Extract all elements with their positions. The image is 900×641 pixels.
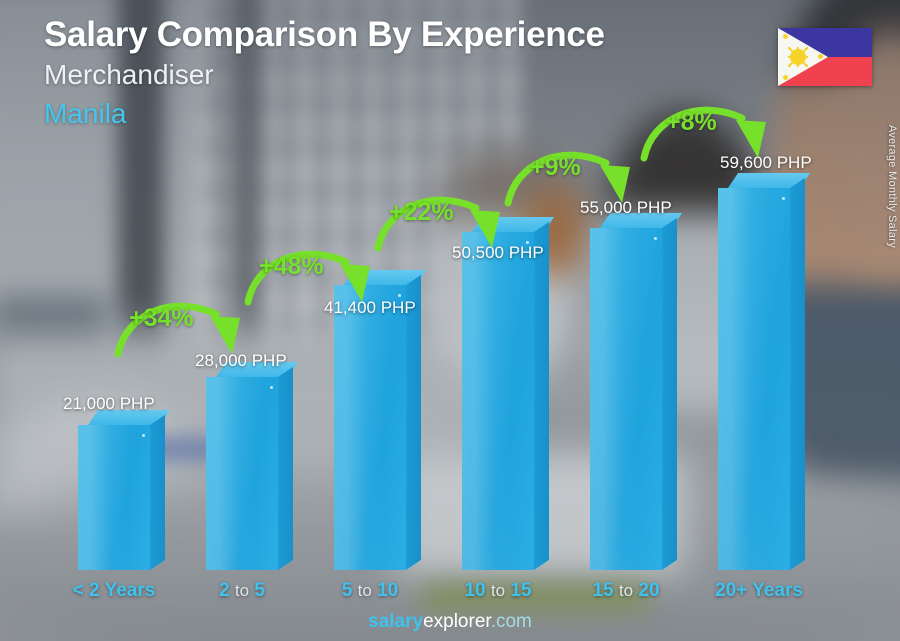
growth-percent-1: +48%: [259, 252, 324, 280]
x-axis-label-0: < 2 Years: [52, 580, 176, 602]
x-label-mid-2: to: [357, 581, 372, 600]
brand-salary: salary: [368, 611, 424, 632]
x-label-pre-4: 15: [592, 580, 614, 601]
growth-percent-0: +34%: [129, 304, 194, 332]
x-label-pre-1: 2: [219, 580, 230, 601]
growth-percent-2: +22%: [389, 198, 454, 226]
footer-brand[interactable]: salaryexplorer.com: [0, 611, 900, 633]
x-label-pre-0: < 2 Years: [72, 580, 156, 601]
x-label-post-4: 20: [638, 580, 660, 601]
philippines-flag-icon: [778, 28, 872, 86]
x-label-post-1: 5: [254, 580, 265, 601]
x-axis-label-3: 10 to 15: [436, 580, 560, 602]
growth-percent-3: +9%: [530, 153, 581, 181]
x-label-pre-3: 10: [464, 580, 486, 601]
growth-arrow-4: +8%: [638, 96, 788, 166]
growth-arrow-2: +22%: [372, 186, 522, 256]
page-title: Salary Comparison By Experience: [44, 15, 605, 54]
header: Salary Comparison By Experience Merchand…: [44, 14, 605, 134]
x-label-post-2: 10: [377, 580, 399, 601]
location-label: Manila: [44, 98, 127, 129]
y-axis-title: Average Monthly Salary: [886, 124, 898, 248]
x-axis-label-1: 2 to 5: [180, 580, 304, 602]
x-label-pre-2: 5: [341, 580, 353, 601]
x-axis-label-2: 5 to 10: [308, 580, 432, 602]
x-label-mid-3: to: [490, 581, 506, 600]
x-label-mid-1: to: [234, 581, 250, 600]
value-label-3: 50,500 PHP: [452, 243, 544, 262]
value-label-2: 41,400 PHP: [324, 298, 416, 317]
x-label-mid-4: to: [618, 581, 634, 600]
x-label-post-3: 15: [510, 580, 532, 601]
x-axis-label-4: 15 to 20: [564, 580, 688, 602]
x-label-pre-5: 20+ Years: [715, 580, 803, 601]
growth-arrow-3: +9%: [502, 141, 652, 211]
growth-arrow-1: +48%: [242, 240, 392, 310]
job-title: Merchandiser: [44, 59, 214, 90]
value-label-0: 21,000 PHP: [63, 394, 155, 413]
brand-explorer: explorer: [423, 611, 491, 632]
value-label-5: 59,600 PHP: [720, 153, 812, 172]
x-axis-label-5: 20+ Years: [692, 580, 826, 602]
value-label-1: 28,000 PHP: [195, 351, 287, 370]
value-label-4: 55,000 PHP: [580, 198, 672, 217]
growth-arrow-0: +34%: [112, 292, 262, 362]
growth-percent-4: +8%: [666, 108, 717, 136]
brand-tld: .com: [490, 611, 532, 632]
